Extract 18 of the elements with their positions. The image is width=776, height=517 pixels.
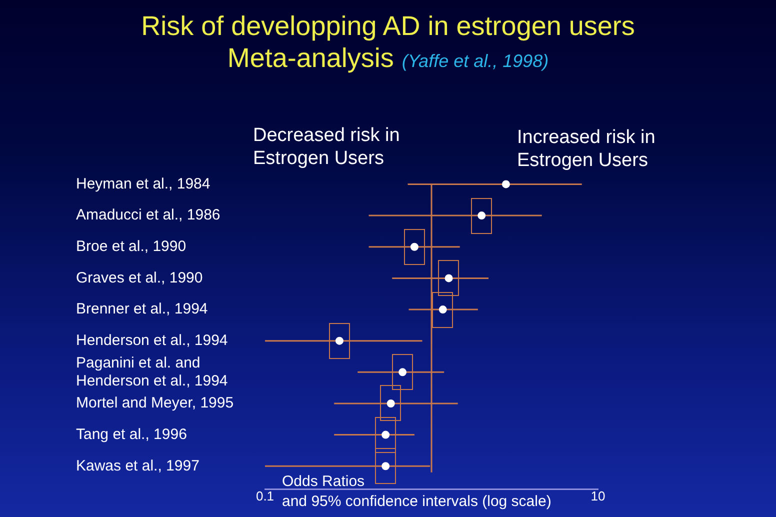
- y-tick-label: Brenner et al., 1994: [76, 300, 208, 318]
- y-tick-label: Kawas et al., 1997: [76, 457, 200, 474]
- y-tick-label: Mortel and Meyer, 1995: [76, 394, 234, 412]
- y-tick-label: Amaducci et al., 1986: [76, 206, 220, 224]
- chart-title: Risk of developping AD in estrogen users: [140, 10, 636, 42]
- y-tick-label: Heyman et al., 1984: [76, 175, 210, 192]
- chart-subtitle: Meta-analysis: [227, 43, 394, 73]
- x-tick-label: 0.1: [256, 488, 274, 504]
- y-tick-label: Graves et al., 1990: [76, 269, 203, 286]
- y-tick-label: Paganini et al. and Henderson et al., 1994: [76, 354, 228, 390]
- y-tick-label: Tang et al., 1996: [76, 426, 187, 443]
- text: Decreased risk in Estrogen Users: [253, 124, 400, 170]
- y-tick-label: Henderson et al., 1994: [76, 332, 228, 349]
- text: Increased risk in Estrogen Users: [517, 126, 656, 172]
- x-tick-label: 10: [590, 488, 606, 504]
- y-tick-label: Broe et al., 1990: [76, 238, 186, 256]
- x-axis-title: Odds Ratios and 95% confidence intervals (log scale): [282, 473, 552, 510]
- text: (Yaffe et al., 1998): [402, 51, 549, 71]
